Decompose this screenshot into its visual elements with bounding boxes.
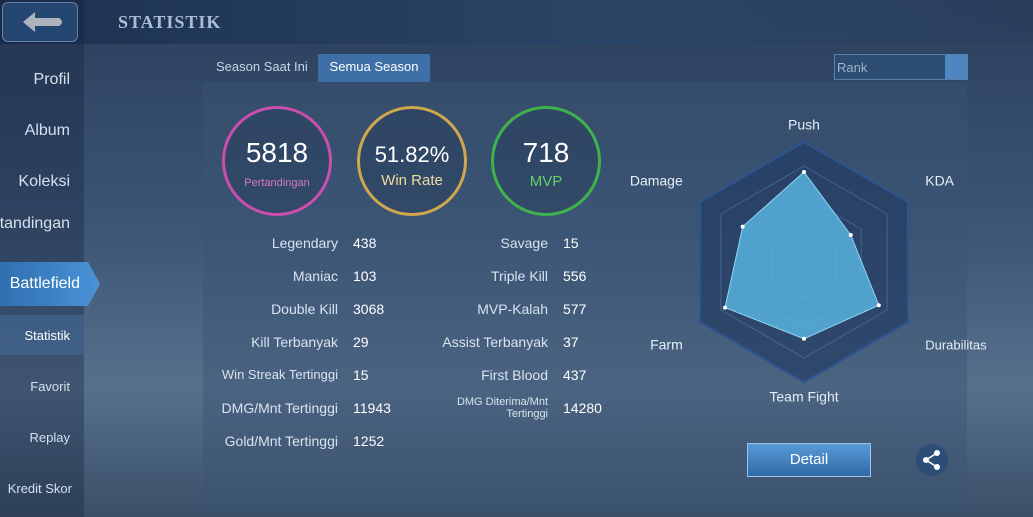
radar-chart: Push KDA Durabilitas Team Fight Farm Damage xyxy=(630,117,987,405)
sidebar: Profil Album Koleksi Hasil Pertandingan … xyxy=(0,0,100,517)
summary-label: Pertandingan xyxy=(244,177,310,189)
summary-label: MVP xyxy=(529,173,563,190)
stat-value: 103 xyxy=(353,268,377,284)
top-bar xyxy=(0,0,1033,44)
summary-value: 51.82% xyxy=(374,142,450,167)
sub-item[interactable]: Favorit xyxy=(30,379,70,394)
back-button[interactable] xyxy=(2,2,78,42)
stat-value: 577 xyxy=(563,301,587,317)
stat-label: Maniac xyxy=(292,268,338,284)
radar-label: Damage xyxy=(630,173,683,189)
sub-item[interactable]: Statistik xyxy=(24,328,70,343)
share-button[interactable] xyxy=(915,443,949,477)
nav-item[interactable]: Profil xyxy=(33,71,70,88)
dropdown[interactable]: Rank xyxy=(834,54,968,80)
radar-ring xyxy=(720,165,888,359)
stat-value: 14280 xyxy=(563,400,602,416)
stat-label: Savage xyxy=(500,235,548,251)
stat-label: Win Streak Tertinggi xyxy=(221,367,338,382)
page-title: STATISTIK xyxy=(118,12,222,32)
dropdown-value: Rank xyxy=(837,60,868,75)
tab[interactable]: Semua Season xyxy=(329,59,419,74)
nav-item[interactable]: Battlefield xyxy=(9,275,80,292)
radar-point xyxy=(723,305,728,310)
stat-label: Legendary xyxy=(271,235,338,251)
radar-point xyxy=(740,224,745,229)
stat-value: 15 xyxy=(353,367,369,383)
radar-label: Team Fight xyxy=(769,389,838,405)
radar-point xyxy=(848,233,853,237)
stat-label: DMG Diterima/Mnt Tertinggi xyxy=(456,396,548,420)
summary-label: Win Rate xyxy=(381,172,443,189)
nav-item[interactable]: Album xyxy=(24,122,70,139)
radar-label: Farm xyxy=(650,337,683,353)
sub-item[interactable]: Replay xyxy=(29,430,70,445)
radar-label: Durabilitas xyxy=(925,337,987,352)
stat-label: Triple Kill xyxy=(490,268,548,284)
stat-label: Kill Terbanyak xyxy=(251,334,338,350)
detail-button[interactable]: Detail xyxy=(747,443,871,477)
stat-label: Double Kill xyxy=(271,301,338,317)
nav-item[interactable]: Koleksi xyxy=(18,173,70,190)
back-icon xyxy=(23,12,62,32)
radar-point xyxy=(802,336,806,341)
tab-active-bg xyxy=(318,54,430,82)
radar-point xyxy=(876,303,881,308)
stat-value: 11943 xyxy=(353,400,391,416)
summary-circle: 5818 Pertandingan xyxy=(222,106,332,216)
summary-circle: 51.82% Win Rate xyxy=(357,106,467,216)
summary-circle: 718 MVP xyxy=(491,106,601,216)
stat-value: 438 xyxy=(353,235,377,251)
stat-value: 556 xyxy=(563,268,587,284)
stat-value: 15 xyxy=(563,235,579,251)
radar-label: KDA xyxy=(925,173,954,189)
sub-item[interactable]: Kredit Skor xyxy=(7,481,72,496)
stat-label: First Blood xyxy=(481,367,548,383)
stat-value: 437 xyxy=(563,367,587,383)
stat-value: 37 xyxy=(563,334,579,350)
stat-label: DMG/Mnt Tertinggi xyxy=(221,400,338,416)
stat-label: Gold/Mnt Tertinggi xyxy=(224,433,338,449)
stat-value: 3068 xyxy=(353,301,385,317)
stat-value: 1252 xyxy=(353,433,385,449)
summary-value: 5818 xyxy=(245,137,309,168)
stat-value: 29 xyxy=(353,334,369,350)
summary-value: 718 xyxy=(522,137,570,168)
nav-item[interactable]: Hasil Pertandingan xyxy=(0,215,70,232)
nav-active xyxy=(0,262,100,306)
stat-label: MVP-Kalah xyxy=(477,301,548,317)
dropdown-arrow xyxy=(945,55,967,79)
stat-label: Assist Terbanyak xyxy=(442,334,548,350)
radar-label: Push xyxy=(788,117,820,133)
tab[interactable]: Season Saat Ini xyxy=(216,59,308,74)
sub-active xyxy=(0,315,84,355)
radar-point xyxy=(802,170,806,174)
